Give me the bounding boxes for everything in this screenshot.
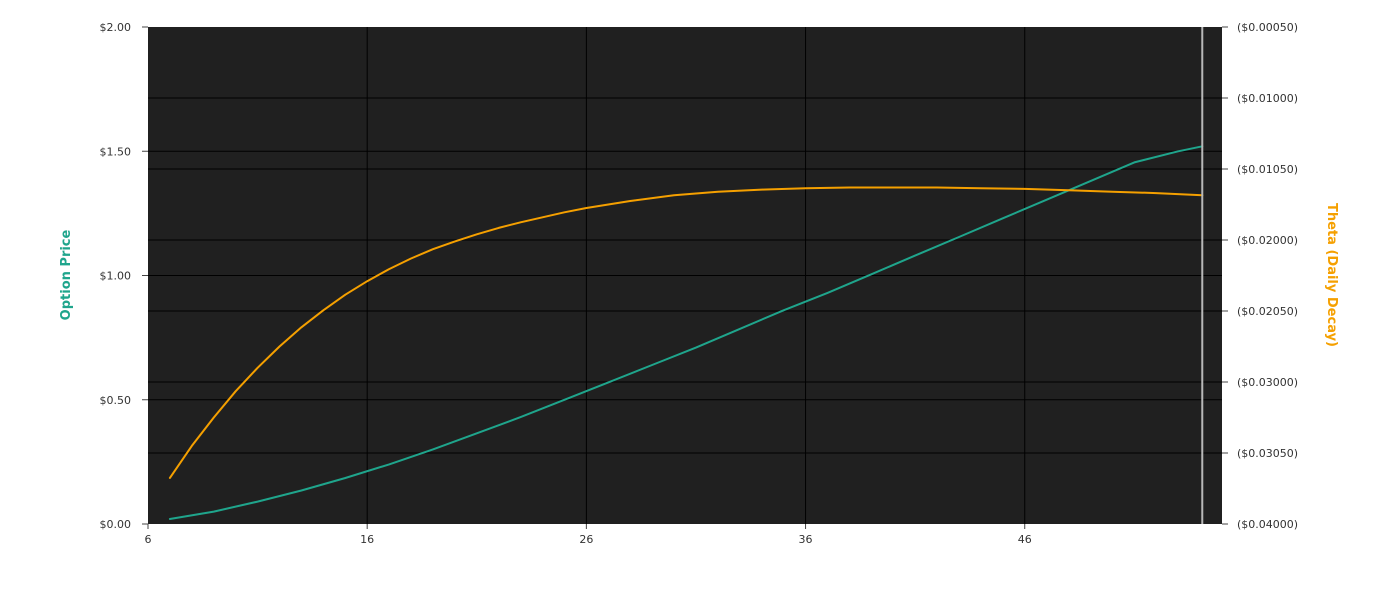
x-tick-label: 46: [1018, 533, 1032, 546]
left-axis-title: Option Price: [59, 229, 74, 320]
right-tick-label: ($0.01050): [1237, 163, 1298, 176]
left-tick-label: $1.00: [100, 270, 132, 283]
series-layer: [168, 145, 1204, 520]
right-tick-label: ($0.02050): [1237, 305, 1298, 318]
x-axis-ticks: 6 16 26 36 46: [145, 524, 1032, 546]
left-axis-ticks: $0.00 $0.50 $1.00 $1.50 $2.00: [100, 21, 148, 531]
left-tick-label: $2.00: [100, 21, 132, 34]
x-tick-label: 16: [360, 533, 374, 546]
right-tick-label: ($0.02000): [1237, 234, 1298, 247]
left-tick-label: $0.00: [100, 518, 132, 531]
left-tick-label: $0.50: [100, 394, 132, 407]
right-tick-label: ($0.00050): [1237, 21, 1298, 34]
right-tick-label: ($0.01000): [1237, 92, 1298, 105]
grid: [148, 27, 1222, 524]
x-tick-label: 6: [145, 533, 152, 546]
option-price-line: [168, 145, 1204, 520]
right-tick-label: ($0.04000): [1237, 518, 1298, 531]
right-tick-label: ($0.03050): [1237, 447, 1298, 460]
right-axis-ticks: ($0.00050) ($0.01000) ($0.01050) ($0.02000)…: [1222, 21, 1298, 531]
right-axis-title: Theta (Daily Decay): [1324, 203, 1339, 347]
theta-line: [168, 186, 1204, 479]
left-tick-label: $1.50: [100, 145, 132, 158]
right-tick-label: ($0.03000): [1237, 376, 1298, 389]
x-tick-label: 26: [579, 533, 593, 546]
x-tick-label: 36: [799, 533, 813, 546]
